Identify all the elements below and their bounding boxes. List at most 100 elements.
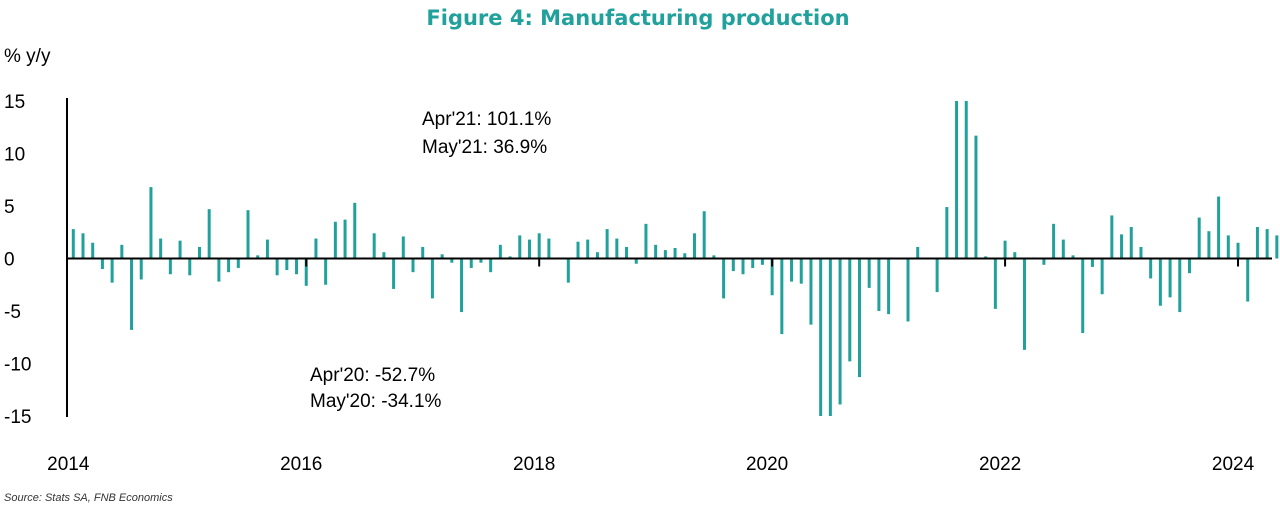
bar — [275, 258, 279, 276]
bars — [71, 101, 1279, 416]
bar — [343, 219, 347, 259]
bar — [1178, 258, 1182, 313]
bar — [139, 258, 143, 280]
y-tick-label: -15 — [4, 407, 31, 428]
bar — [1275, 235, 1279, 259]
bar — [421, 246, 425, 259]
bar — [1003, 240, 1007, 259]
bar — [1149, 258, 1153, 279]
bar — [780, 258, 784, 335]
bar — [1255, 227, 1259, 259]
bar — [955, 101, 959, 259]
bar — [819, 258, 823, 416]
bar — [295, 258, 299, 275]
bar — [450, 258, 454, 263]
bar — [576, 241, 580, 259]
bar — [1081, 258, 1085, 334]
bar — [993, 258, 997, 309]
bar — [770, 258, 774, 296]
bar — [130, 258, 134, 330]
bar — [460, 258, 464, 313]
bar — [1217, 196, 1221, 259]
bar — [974, 135, 978, 259]
annotation-2020-line2: May'20: -34.1% — [310, 391, 442, 412]
x-tick-label: 2014 — [47, 454, 90, 475]
annotation-2020-line1: Apr'20: -52.7% — [310, 365, 435, 386]
bar — [71, 229, 75, 259]
y-tick-label: 0 — [4, 250, 15, 271]
bar — [984, 256, 988, 259]
bar — [246, 210, 250, 259]
bar — [751, 258, 755, 268]
y-axis-label: % y/y — [4, 46, 51, 67]
bar — [586, 239, 590, 259]
bar — [1071, 255, 1075, 259]
bar — [197, 246, 201, 259]
bar — [479, 258, 483, 263]
bar — [916, 246, 920, 259]
bar — [1168, 258, 1172, 298]
x-tick-label: 2020 — [746, 454, 788, 475]
bar — [430, 258, 434, 299]
bar — [828, 258, 832, 416]
bar — [91, 242, 95, 259]
bar — [654, 244, 658, 259]
y-tick-label: 5 — [4, 197, 15, 218]
bar — [867, 258, 871, 288]
bar — [964, 101, 968, 259]
bar — [877, 258, 881, 311]
bar — [527, 239, 531, 259]
bar — [217, 258, 221, 282]
x-tick-label: 2016 — [280, 454, 322, 475]
bar — [547, 238, 551, 259]
bar — [712, 255, 716, 259]
bar — [285, 258, 289, 271]
annotation-2021-line1: Apr'21: 101.1% — [422, 109, 551, 130]
bar — [731, 258, 735, 272]
bar — [1187, 258, 1191, 274]
bar — [799, 258, 803, 284]
bar — [857, 258, 861, 378]
bar — [906, 258, 910, 322]
y-tick-label: 10 — [4, 145, 25, 166]
bar — [595, 252, 599, 259]
x-axis-ticks: 2014 2016 2018 2020 2022 2024 — [47, 454, 1254, 475]
bar — [1139, 246, 1143, 259]
bar — [1120, 234, 1124, 259]
x-tick-label: 2022 — [979, 454, 1021, 475]
bar — [838, 258, 842, 405]
bar — [1207, 231, 1211, 259]
bar — [236, 258, 240, 268]
bar — [353, 202, 357, 259]
bar — [1265, 229, 1269, 259]
bar — [790, 258, 794, 282]
bar — [314, 238, 318, 259]
bar — [644, 223, 648, 259]
bar — [1236, 242, 1240, 259]
bar — [1042, 258, 1046, 265]
y-axis-ticks: 15 10 5 0 -5 -10 -15 — [4, 92, 31, 428]
bar — [1090, 258, 1094, 267]
bar — [324, 258, 328, 285]
bar — [887, 258, 891, 315]
y-tick-label: -10 — [4, 355, 31, 376]
bar — [382, 252, 386, 259]
chart-title: Figure 4: Manufacturing production — [426, 6, 849, 30]
y-tick-label: 15 — [4, 92, 25, 113]
source-note: Source: Stats SA, FNB Economics — [4, 492, 173, 504]
bar — [1110, 215, 1114, 259]
axes — [66, 98, 1272, 417]
bar — [566, 258, 570, 283]
bar — [100, 258, 104, 269]
bar — [615, 238, 619, 259]
y-tick-label: -5 — [4, 302, 21, 323]
bar — [489, 258, 493, 273]
bar — [333, 221, 337, 259]
bar — [411, 258, 415, 273]
bar — [440, 254, 444, 259]
bar — [498, 244, 502, 259]
bar — [188, 258, 192, 276]
bar — [149, 187, 153, 259]
bar — [683, 253, 687, 259]
bar — [848, 258, 852, 362]
